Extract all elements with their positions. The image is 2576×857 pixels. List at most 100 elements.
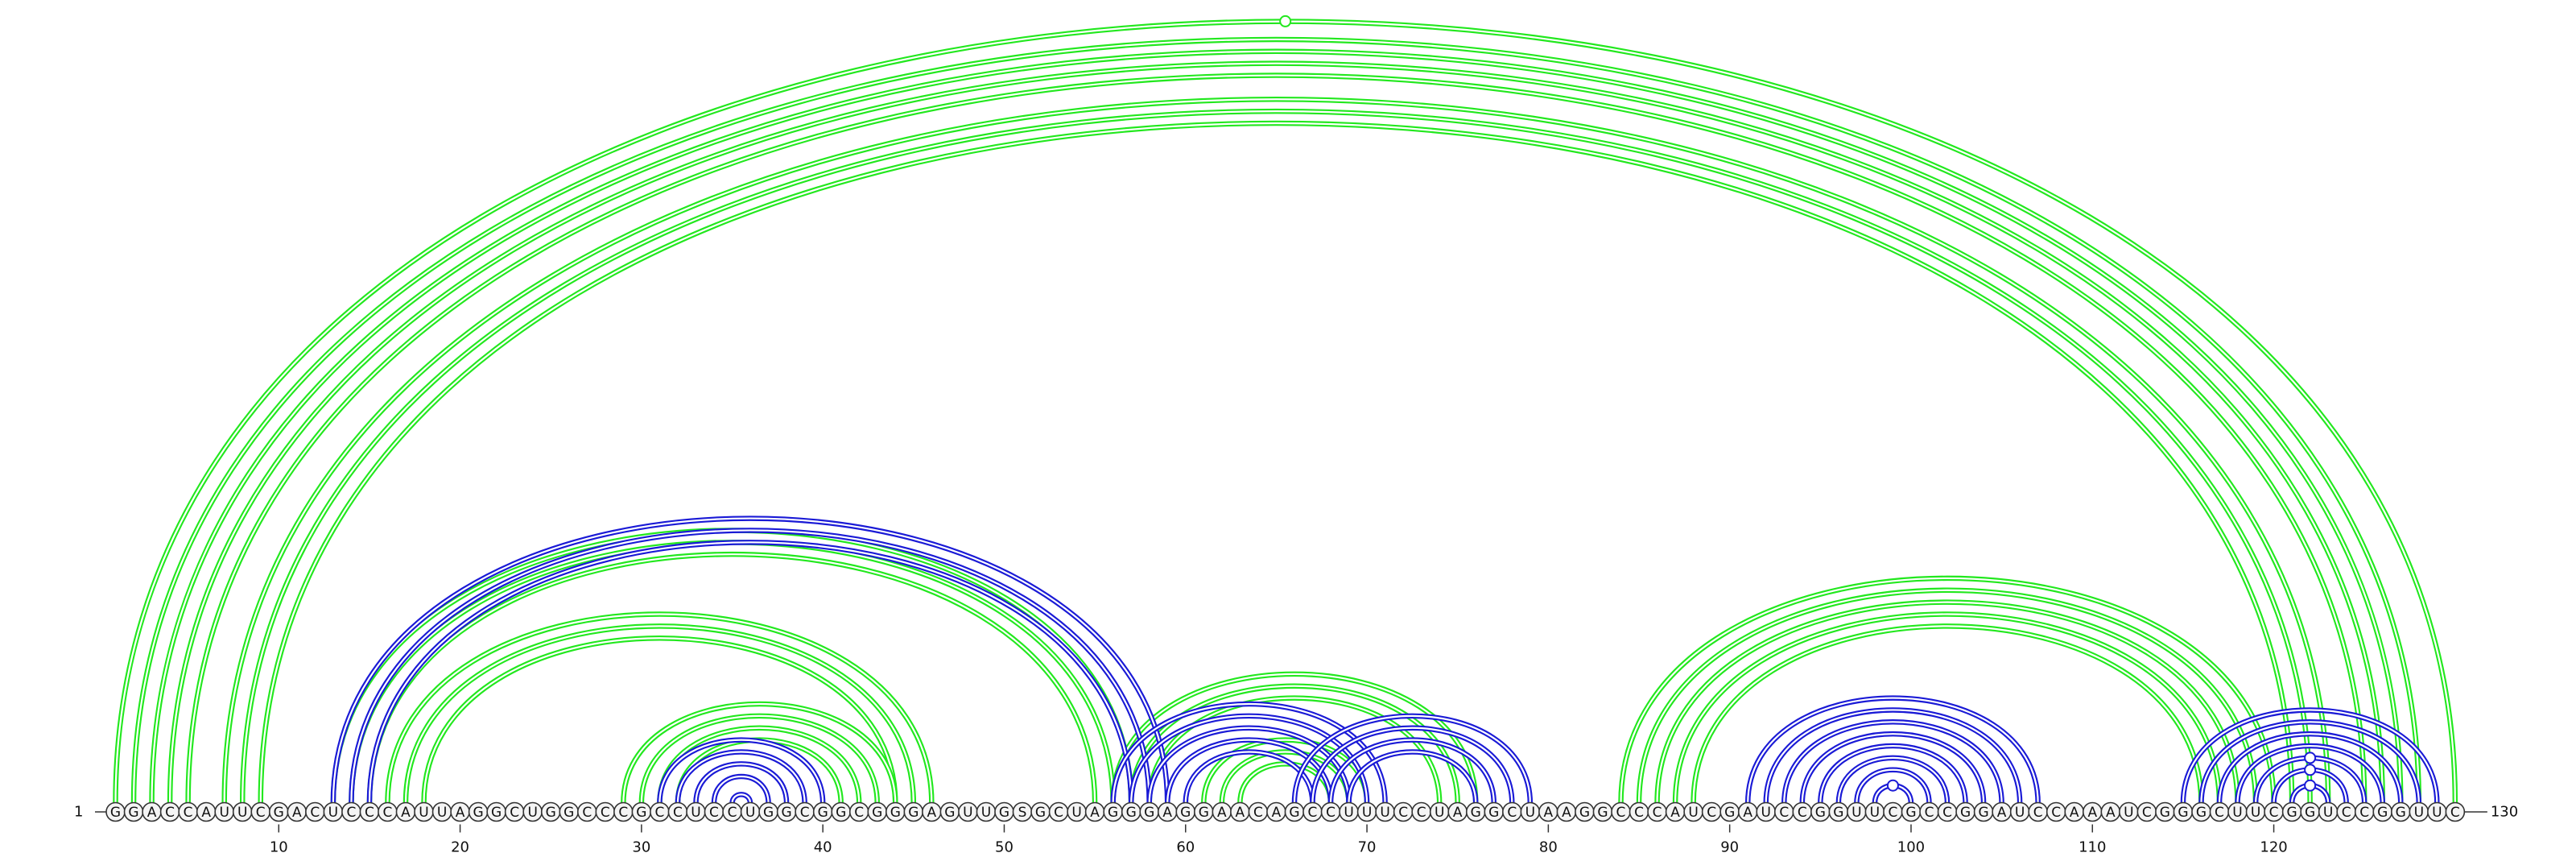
nucleotide: G [1955, 801, 1975, 822]
nucleotide: C [1792, 801, 1813, 822]
nucleotide: C [305, 801, 325, 822]
svg-text:U: U [1761, 805, 1771, 821]
nucleotide: A [1266, 801, 1286, 822]
svg-text:C: C [346, 805, 356, 821]
svg-text:G: G [2196, 805, 2207, 821]
end-label: 130 [2491, 804, 2518, 821]
svg-text:A: A [147, 805, 157, 821]
svg-text:G: G [2178, 805, 2188, 821]
svg-text:G: G [1960, 805, 1971, 821]
blue-arc [366, 540, 1134, 804]
svg-text:U: U [419, 805, 428, 821]
svg-text:A: A [1544, 805, 1554, 821]
svg-text:C: C [601, 805, 610, 821]
nucleotide: C [1919, 801, 1939, 822]
svg-text:G: G [872, 805, 882, 821]
nucleotide: G [994, 801, 1014, 822]
nucleotide: G [1973, 801, 1994, 822]
svg-text:A: A [201, 805, 211, 821]
nucleotide: C [667, 801, 688, 822]
nucleotide: C [1320, 801, 1341, 822]
svg-text:C: C [728, 805, 737, 821]
svg-text:G: G [564, 805, 574, 821]
nucleotide: C [1883, 801, 1903, 822]
svg-text:C: C [1054, 805, 1063, 821]
svg-text:G: G [2160, 805, 2170, 821]
svg-text:C: C [256, 805, 266, 821]
nucleotide: C [848, 801, 869, 822]
blue-arc [2180, 707, 2440, 804]
tick: 20 [451, 824, 469, 856]
tick: 30 [632, 824, 650, 856]
nucleotide: G [468, 801, 489, 822]
tick: 50 [995, 824, 1013, 856]
nucleotide: G [1719, 801, 1740, 822]
nucleotide: G [1139, 801, 1160, 822]
svg-text:C: C [2033, 805, 2043, 821]
nucleotide: G [1103, 801, 1123, 822]
svg-text:G: G [944, 805, 955, 821]
svg-text:G: G [908, 805, 919, 821]
nucleotide: C [722, 801, 742, 822]
nucleotide: U [1520, 801, 1541, 822]
nucleotide: C [378, 801, 398, 822]
nucleotide: A [1556, 801, 1577, 822]
nucleotide: G [1030, 801, 1051, 822]
svg-text:U: U [1071, 805, 1081, 821]
blue-marker [2304, 764, 2317, 776]
svg-text:U: U [2124, 805, 2133, 821]
nucleotide: C [613, 801, 634, 822]
blue-arc [1799, 731, 1987, 804]
svg-text:G: G [1978, 805, 1988, 821]
svg-text:C: C [618, 805, 628, 821]
nucleotide: C [1937, 801, 1958, 822]
svg-text:G: G [1471, 805, 1481, 821]
svg-text:C: C [1417, 805, 1426, 821]
nucleotide: C [2264, 801, 2284, 822]
svg-text:C: C [1507, 805, 1517, 821]
svg-text:G: G [2305, 805, 2315, 821]
tick-label: 70 [1358, 839, 1377, 856]
nucleotide: C [650, 801, 670, 822]
nucleotide: G [758, 801, 778, 822]
nucleotide: C [1502, 801, 1522, 822]
svg-text:A: A [1162, 805, 1172, 821]
svg-text:A: A [1670, 805, 1680, 821]
nucleotide: C [1048, 801, 1069, 822]
nucleotide: C [1629, 801, 1649, 822]
svg-text:C: C [2215, 805, 2224, 821]
green-marker [1279, 14, 1292, 27]
nucleotide: S [1012, 801, 1033, 822]
nucleotide: C [2209, 801, 2230, 822]
nucleotide: U [1356, 801, 1377, 822]
svg-text:A: A [292, 805, 302, 821]
tick-label: 120 [2260, 839, 2287, 856]
svg-text:C: C [365, 805, 374, 821]
svg-text:G: G [999, 805, 1009, 821]
svg-text:C: C [1942, 805, 1952, 821]
svg-text:G: G [1488, 805, 1499, 821]
nucleotide: A [1665, 801, 1686, 822]
tick-label: 90 [1720, 839, 1739, 856]
green-arc [1672, 611, 2223, 804]
svg-text:A: A [1562, 805, 1571, 821]
svg-text:C: C [582, 805, 592, 821]
svg-text:G: G [1199, 805, 1209, 821]
tick-label: 60 [1176, 839, 1195, 856]
green-arc [1618, 575, 2277, 804]
svg-text:C: C [184, 805, 193, 821]
svg-text:G: G [274, 805, 284, 821]
tick: 110 [2079, 824, 2106, 856]
nucleotide: G [2281, 801, 2302, 822]
svg-text:U: U [1344, 805, 1353, 821]
nucleotide: G [903, 801, 924, 822]
nucleotide: A [142, 801, 162, 822]
nucleotide: C [795, 801, 815, 822]
green-arc [621, 701, 898, 804]
svg-text:G: G [1597, 805, 1608, 821]
nucleotide: G [540, 801, 561, 822]
arc-markers [1279, 14, 2317, 792]
nucleotide: A [450, 801, 470, 822]
start-label: 1 [74, 804, 83, 821]
svg-text:U: U [219, 805, 229, 821]
